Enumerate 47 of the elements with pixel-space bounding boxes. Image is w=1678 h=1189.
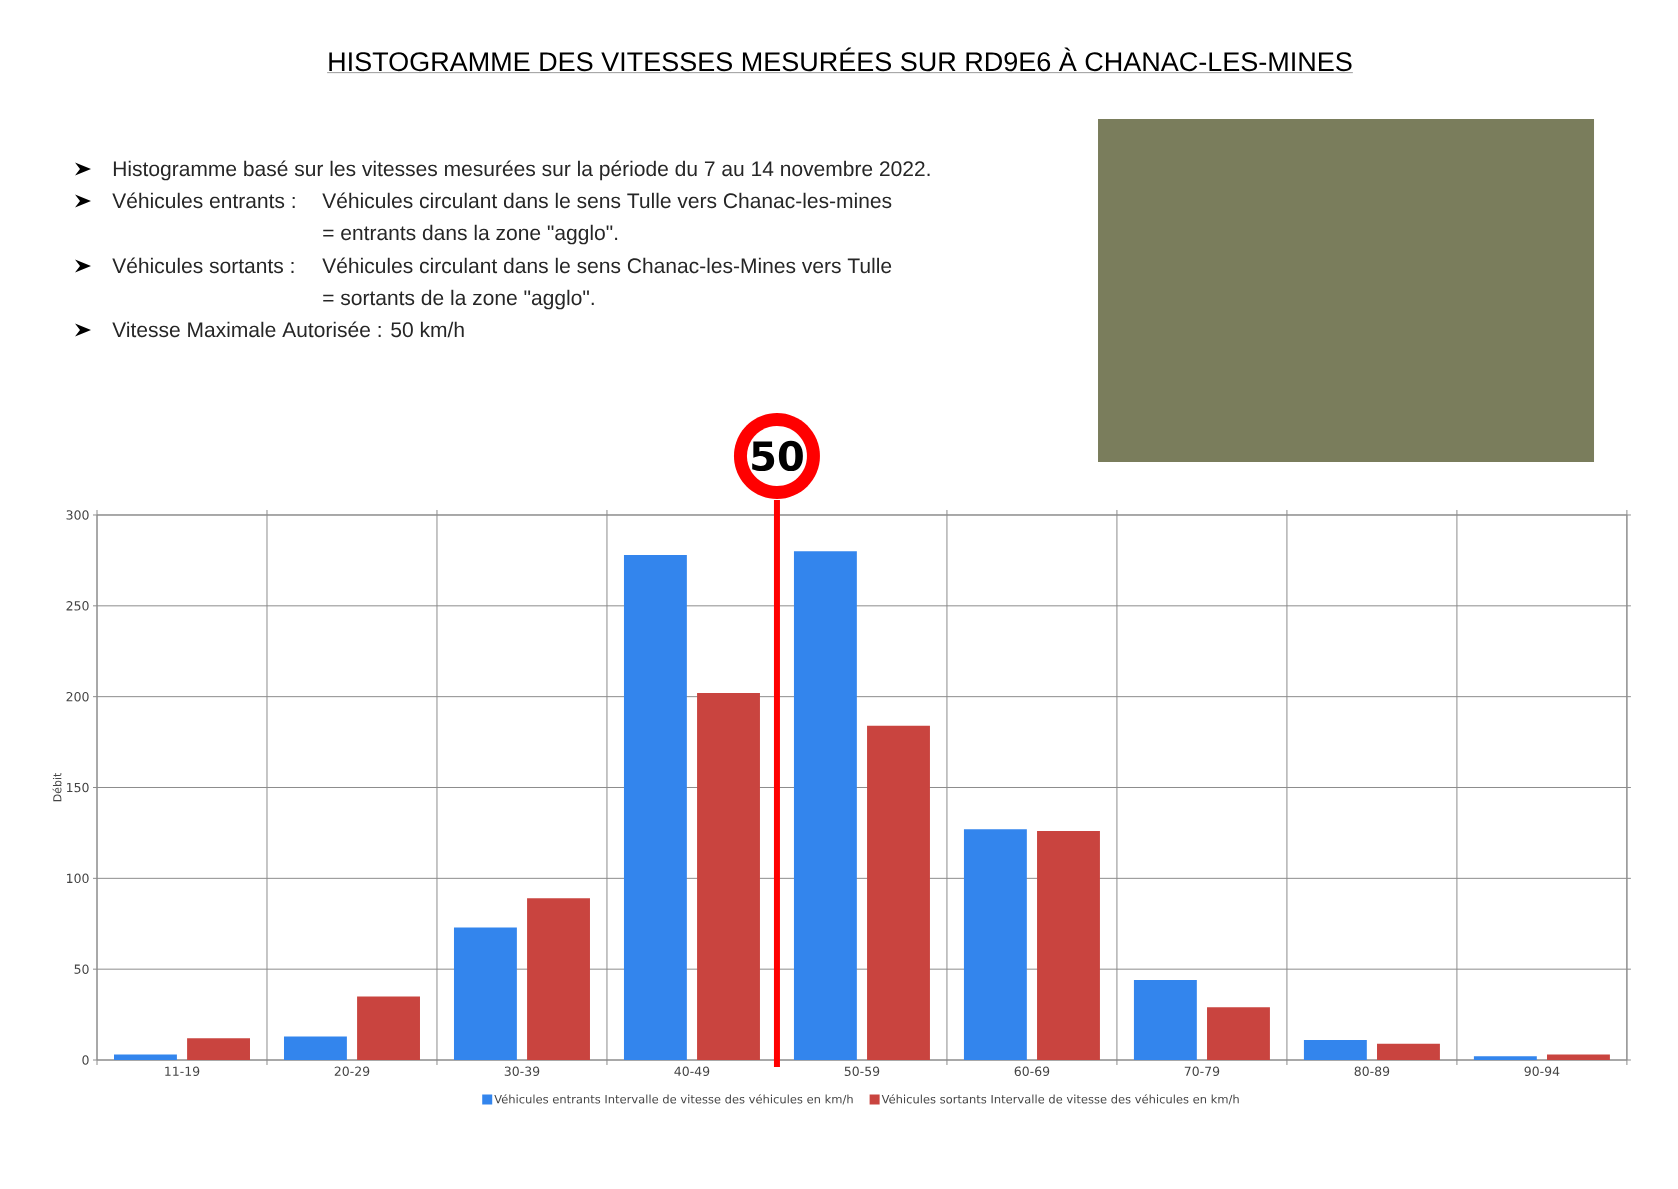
bar: [1473, 1056, 1537, 1060]
y-tick-label: 150: [67, 782, 89, 793]
bar: [283, 1036, 347, 1060]
bar: [793, 551, 857, 1060]
x-tick-label: 60-69: [1014, 1066, 1050, 1076]
bar: [867, 725, 930, 1060]
y-axis-title: Débit: [52, 772, 62, 802]
bar: [114, 1054, 177, 1060]
y-tick-label: 100: [67, 873, 89, 884]
x-tick-label: 80-89: [1354, 1066, 1390, 1076]
bar: [453, 927, 517, 1060]
bar: [697, 693, 760, 1060]
bar: [187, 1038, 250, 1060]
bar: [1133, 980, 1197, 1060]
x-tick-label: 30-39: [504, 1066, 540, 1076]
bar: [1303, 1040, 1367, 1060]
text: = entrants dans la zone "agglo".: [323, 224, 618, 245]
x-tick-label: 11-19: [165, 1066, 200, 1076]
x-tick-label: 20-29: [334, 1066, 370, 1076]
bar: [623, 554, 687, 1060]
bar: [1207, 1007, 1270, 1060]
text: Véhicules sortants :: [112, 257, 294, 274]
legend-label: Véhicules entrants Intervalle de vitesse des véhicules en km/h: [494, 1094, 853, 1105]
y-tick-label: 0: [82, 1055, 89, 1065]
y-tick-label: 200: [66, 691, 89, 702]
y-tick-label: 250: [66, 601, 89, 611]
text: Véhicules circulant dans le sens Chanac-les-Mines vers Tulle: [322, 257, 892, 274]
x-tick-label: 50-59: [844, 1066, 880, 1076]
bar: [357, 996, 420, 1060]
x-tick-label: 90-94: [1524, 1066, 1560, 1076]
text: = sortants de la zone "agglo".: [323, 289, 594, 310]
chart-title: HISTOGRAMME DES VITESSES MESURÉES SUR RD9E6 À CHANAC-LES-MINES: [329, 47, 1352, 72]
y-tick-label: 300: [66, 510, 89, 520]
x-tick-label: 40-49: [674, 1066, 710, 1076]
bar: [963, 829, 1027, 1060]
y-tick-label: 50: [74, 964, 89, 974]
text: Véhicules entrants :: [112, 192, 295, 209]
legend-label: Véhicules sortants Intervalle de vitesse des véhicules en km/h: [881, 1094, 1239, 1105]
bar: [1377, 1043, 1440, 1060]
text: Véhicules circulant dans le sens Tulle vers Chanac-les-mines: [322, 192, 892, 209]
bar: [1547, 1054, 1610, 1060]
ref-line-label: 50: [752, 440, 803, 472]
text: Histogramme basé sur les vitesses mesurées sur la période du 7 au 14 novembre 2022.: [113, 160, 930, 181]
bar: [1037, 831, 1100, 1060]
bar: [527, 898, 590, 1060]
x-tick-label: 70-79: [1184, 1066, 1220, 1076]
text: Vitesse Maximale Autorisée : 50 km/h: [112, 321, 464, 338]
